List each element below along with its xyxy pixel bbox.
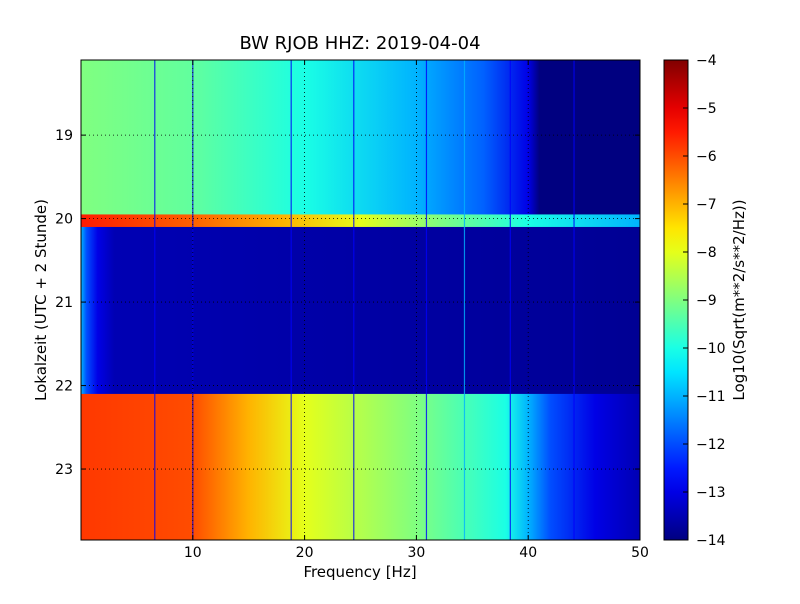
x-tick-label: 40 — [519, 545, 537, 561]
heatmap-band — [81, 393, 640, 540]
x-tick-label: 50 — [631, 545, 649, 561]
colorbar-tick-label: −4 — [696, 53, 717, 69]
colorbar-tick-label: −10 — [696, 341, 726, 357]
colorbar-tick-label: −11 — [696, 389, 726, 405]
y-tick-label: 22 — [55, 379, 73, 395]
colorbar-ticks: −4 −5 −6 −7 −8 −9 −10 −11 −12 −13 −14 — [683, 53, 726, 549]
y-tick-label: 19 — [55, 128, 73, 144]
x-tick-label: 20 — [296, 545, 314, 561]
plot-frame — [80, 59, 641, 541]
colorbar-tick-label: −12 — [696, 437, 726, 453]
colorbar-tick-label: −13 — [696, 485, 726, 501]
x-axis-ticks: 10 20 30 40 50 — [184, 60, 649, 561]
y-axis-label: Lokalzeit (UTC + 2 Stunde) — [32, 199, 50, 401]
x-tick-label: 30 — [407, 545, 425, 561]
x-tick-label: 10 — [184, 545, 202, 561]
heatmap-band — [81, 214, 640, 228]
colorbar-tick-label: −7 — [696, 197, 717, 213]
colorbar-tick-label: −14 — [696, 533, 726, 549]
heatmap-area — [81, 60, 640, 540]
chart-title: BW RJOB HHZ: 2019-04-04 — [239, 33, 480, 54]
colorbar-tick-label: −9 — [696, 293, 717, 309]
y-tick-label: 23 — [55, 462, 73, 478]
colorbar-tick-label: −5 — [696, 101, 717, 117]
colorbar-label: Log10(Sqrt(m**2/s**2/Hz)) — [730, 199, 748, 400]
heatmap-band — [81, 60, 640, 215]
x-axis-label: Frequency [Hz] — [303, 563, 416, 581]
colorbar-tick-label: −6 — [696, 149, 717, 165]
y-tick-label: 21 — [55, 295, 73, 311]
heatmap-band — [81, 226, 640, 395]
colorbar-tick-label: −8 — [696, 245, 717, 261]
y-tick-label: 20 — [55, 212, 73, 228]
y-axis-ticks: 19 20 21 22 23 — [55, 128, 640, 478]
